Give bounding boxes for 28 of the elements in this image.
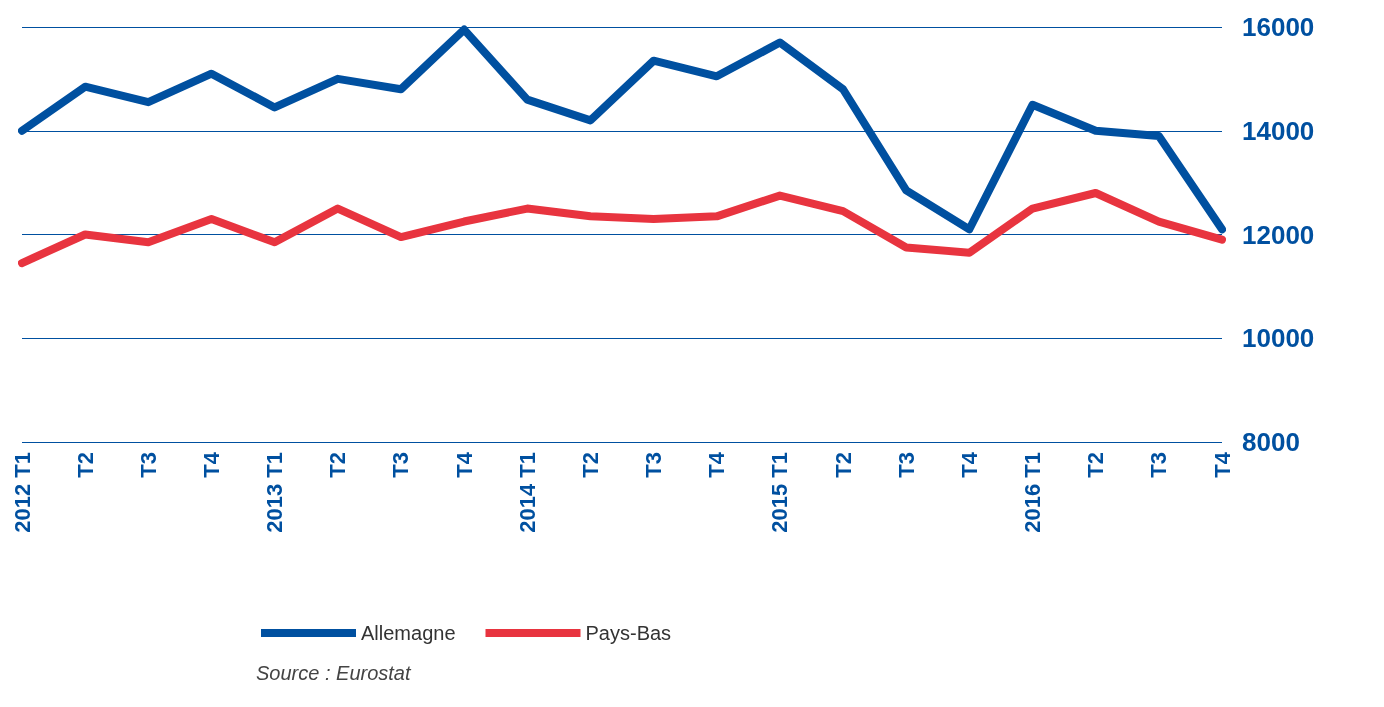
x-tick-label: T3 — [1146, 452, 1172, 478]
x-tick-label: T2 — [577, 452, 603, 478]
x-tick-label: T3 — [641, 452, 667, 478]
x-tick-label: 2013 T1 — [262, 452, 288, 533]
y-tick-label: 10000 — [1242, 323, 1315, 354]
x-tick-label: T2 — [325, 452, 351, 478]
source-note: Source : Eurostat — [256, 662, 412, 684]
x-tick-label: T4 — [704, 451, 730, 478]
x-tick-label: T4 — [956, 451, 982, 478]
x-tick-label: 2015 T1 — [767, 452, 793, 533]
x-tick-label: T4 — [451, 451, 477, 478]
y-tick-label: 12000 — [1242, 219, 1315, 250]
x-tick-label: 2016 T1 — [1020, 452, 1046, 533]
x-tick-label: T3 — [135, 452, 161, 478]
x-tick-label: 2012 T1 — [9, 452, 35, 533]
x-tick-label: T2 — [72, 452, 98, 478]
legend-label: Pays-Bas — [585, 622, 672, 644]
x-tick-label: T4 — [1209, 451, 1235, 478]
x-tick-label: T3 — [893, 452, 919, 478]
x-tick-label: T2 — [830, 452, 856, 478]
x-tick-label: T2 — [1083, 452, 1109, 478]
x-tick-label: T3 — [388, 452, 414, 478]
y-tick-label: 16000 — [1242, 12, 1315, 42]
legend-label: Allemagne — [361, 622, 456, 644]
x-tick-label: 2014 T1 — [514, 452, 540, 533]
y-tick-label: 8000 — [1242, 427, 1300, 457]
y-tick-label: 14000 — [1242, 115, 1315, 146]
x-tick-label: T4 — [198, 451, 224, 478]
